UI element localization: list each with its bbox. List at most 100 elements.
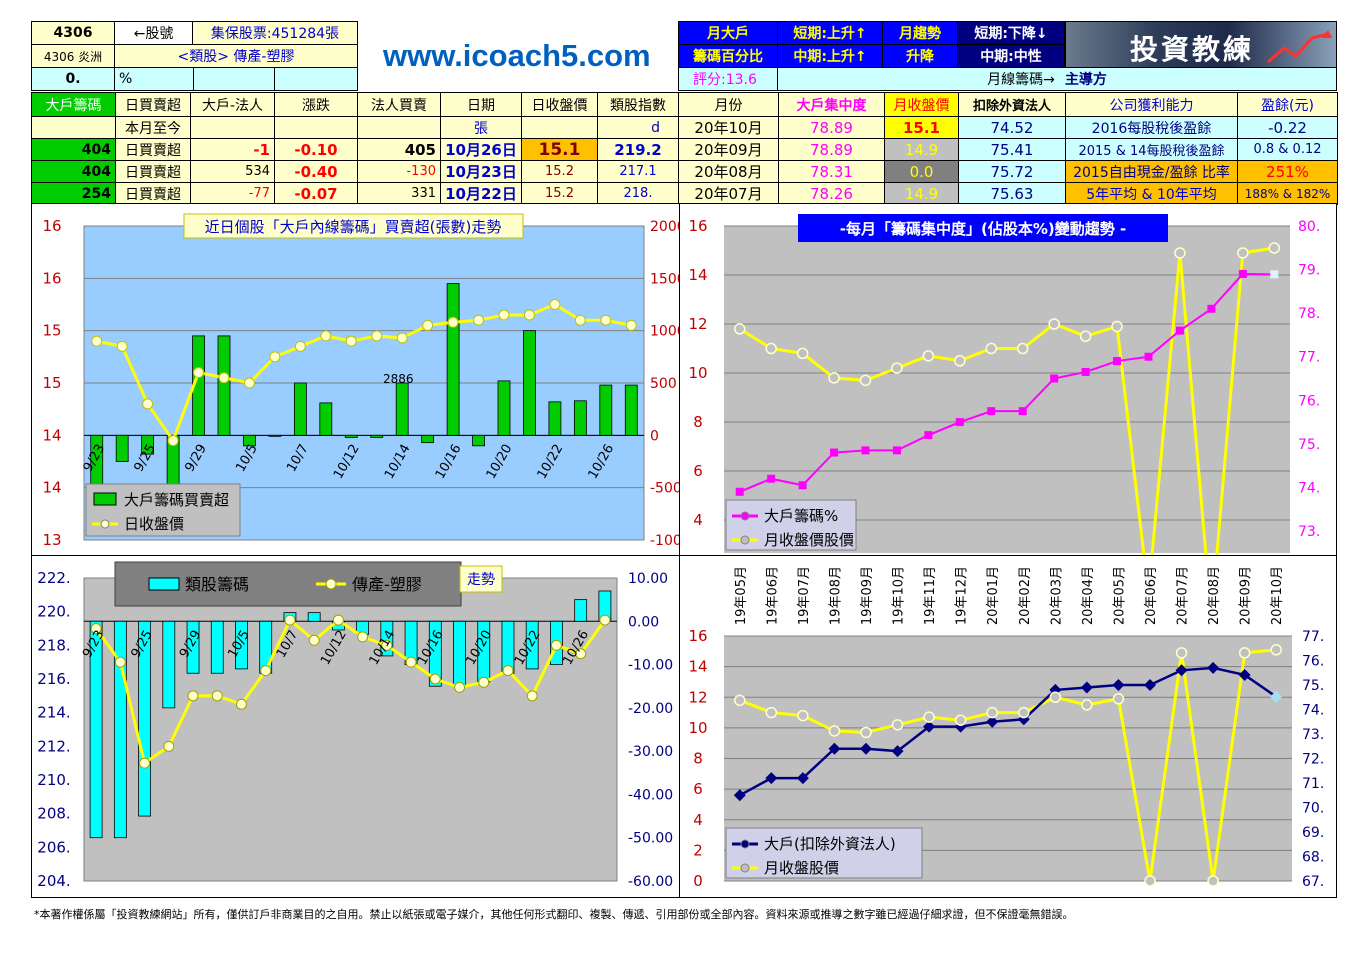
right-cell-2-4: 2015自由現金/盈餘 比率 xyxy=(1065,160,1238,183)
price-point xyxy=(954,714,967,726)
category-label: 19年09月 xyxy=(860,566,875,625)
sector-index-point xyxy=(526,690,538,702)
bar-mark xyxy=(115,434,129,462)
left-cell-0-3: -0.10 xyxy=(274,138,358,161)
axis-tick-label: 78. xyxy=(1298,306,1320,322)
axis-tick-label: -500 xyxy=(650,481,680,497)
axis-tick-label: 0 xyxy=(693,872,703,890)
ex-foreign-point xyxy=(1080,681,1093,694)
price-point xyxy=(1207,875,1219,887)
left-cell-1-5: 10月23日 xyxy=(440,160,522,183)
ex-foreign-point xyxy=(1207,661,1220,674)
bar-mark xyxy=(525,620,539,670)
legend-label: 類股籌碼 xyxy=(185,575,249,594)
concentration-point xyxy=(767,474,776,483)
bar-mark xyxy=(268,434,282,437)
price-point xyxy=(549,299,561,310)
sector-index-point xyxy=(163,740,175,752)
bar-mark xyxy=(599,384,613,436)
data-annotation: 2886 xyxy=(383,372,414,386)
bar-mark xyxy=(141,434,155,455)
ex-foreign-point xyxy=(1017,713,1030,726)
ex-foreign-point xyxy=(986,715,999,728)
monthly-concentration-chart: 16 14 12 10 8 6 4 80. 79. 78. 77. 76. 75. 74. 73. -每月「籌… xyxy=(688,214,1320,555)
ex-foreign-point xyxy=(860,742,872,755)
price-point xyxy=(891,362,903,374)
right-cell-1-0: 20年09月 xyxy=(678,138,779,161)
left-subrow-1: 本月至今 xyxy=(115,116,191,139)
right-cell-3-1: 78.26 xyxy=(778,182,885,205)
axis-tick-label: 220. xyxy=(37,603,70,621)
sector-index-point xyxy=(357,631,369,643)
left-subrow-6 xyxy=(521,116,598,139)
right-cell-1-2: 14.9 xyxy=(884,138,959,161)
category-label: 20年10月 xyxy=(1270,566,1285,625)
bar-mark xyxy=(162,620,176,709)
bar-mark xyxy=(548,401,562,436)
sector-index-point xyxy=(502,665,514,677)
month-chip-label: 月線籌碼→ xyxy=(987,72,1055,88)
axis-tick-label: -20.00 xyxy=(628,701,673,717)
category-label: 19年08月 xyxy=(828,566,843,625)
ex-foreign-chart: 19年05月 19年06月 19年07月 19年08月 19年09月 19年10月 19年1… xyxy=(688,566,1324,890)
sector-index-line xyxy=(94,617,607,766)
right-cell-2-3: 75.72 xyxy=(958,160,1066,183)
sector-index-point xyxy=(308,634,320,646)
right-cell-1-5: 0.8 & 0.12 xyxy=(1237,138,1338,161)
category-label: 20年08月 xyxy=(1207,566,1222,625)
price-point xyxy=(1079,330,1092,342)
month-chip-lead: 月線籌碼→ 主導方 xyxy=(777,67,1337,91)
left-cell-1-2: 534 xyxy=(190,160,275,183)
right-cell-3-0: 20年07月 xyxy=(678,182,779,205)
axis-tick-label: 208. xyxy=(37,805,70,823)
left-header-7: 類股指數 xyxy=(597,92,679,117)
axis-tick-label: 75. xyxy=(1298,437,1320,453)
axis-tick-label: 0 xyxy=(650,428,659,444)
axis-tick-label: 12 xyxy=(688,688,707,706)
sector-index-point xyxy=(235,698,247,710)
bar-mark xyxy=(624,384,638,436)
left-cell-2-7: 218. xyxy=(597,182,679,205)
right-cell-2-2: 0.0 xyxy=(884,160,959,183)
price-point xyxy=(91,335,103,347)
left-cell-1-3: -0.40 xyxy=(274,160,358,183)
bar-mark xyxy=(344,434,358,438)
sector-index-point xyxy=(211,690,223,702)
price-point xyxy=(116,340,128,352)
axis-tick-label: 74. xyxy=(1298,480,1320,496)
axis-tick-label: 214. xyxy=(37,704,70,722)
axis-tick-label: 204. xyxy=(37,872,70,890)
sector-index-point xyxy=(139,757,151,769)
ex-foreign-point xyxy=(1112,679,1125,691)
bar-mark xyxy=(186,620,200,674)
right-header-1: 大戶集中度 xyxy=(778,92,885,117)
left-subrow-4 xyxy=(357,116,441,139)
left-cell-2-6: 15.2 xyxy=(521,182,598,205)
copyright-footer: *本著作權係屬「投資教練網站」所有，僅供訂戶非商業目的之自用。禁止以紙張或電子媒… xyxy=(34,908,1074,921)
axis-tick-label: 14 xyxy=(42,426,61,444)
axis-tick-label: 4 xyxy=(693,511,703,529)
left-cell-2-0: 254 xyxy=(31,182,116,205)
title-box xyxy=(459,565,503,593)
sector-index-point xyxy=(405,656,417,668)
price-point xyxy=(828,725,841,737)
axis-tick-label: 6 xyxy=(693,780,703,798)
right-cell-2-1: 78.31 xyxy=(778,160,885,183)
category-label: 20年04月 xyxy=(1081,566,1096,625)
axis-tick-label: 16 xyxy=(42,269,61,287)
axis-tick-label: 2 xyxy=(693,841,703,859)
price-point xyxy=(422,319,434,331)
axis-tick-label: 80. xyxy=(1298,219,1320,235)
price-point xyxy=(1237,247,1249,259)
price-point xyxy=(473,314,485,326)
concentration-point xyxy=(1175,326,1184,335)
price-point xyxy=(345,335,357,347)
axis-tick-label: 2000 xyxy=(650,219,680,235)
chart-title: 近日個股「大戶內線籌碼」買賣超(張數)走勢 xyxy=(205,218,502,236)
site-url[interactable]: www.icoach5.com xyxy=(383,38,651,73)
bar-mark xyxy=(210,620,224,674)
bar-mark xyxy=(113,620,127,839)
price-point xyxy=(922,350,935,362)
bar-mark xyxy=(293,382,307,436)
price-point xyxy=(523,309,535,321)
